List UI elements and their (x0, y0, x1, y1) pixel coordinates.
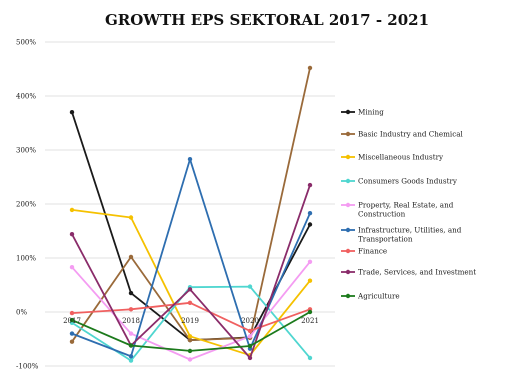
data-point (69, 310, 75, 316)
plot-area (69, 65, 313, 363)
y-tick-label: -100% (16, 363, 39, 370)
legend-item: Infrastructure, Utilities, and Transporta… (341, 226, 462, 244)
legend-item: Finance (341, 247, 387, 256)
data-point (247, 284, 253, 289)
legend-item: Consumers Goods Industry (341, 177, 458, 186)
data-point (187, 300, 193, 305)
y-tick-label: 300% (16, 147, 36, 155)
legend-marker (345, 131, 351, 137)
data-point (247, 343, 253, 349)
y-tick-label: 200% (16, 201, 36, 209)
legend-marker (345, 248, 351, 254)
legend-marker (345, 109, 351, 115)
data-point (128, 343, 134, 348)
data-point (247, 334, 253, 339)
legend-label: Consumers Goods Industry (358, 177, 458, 186)
legend: Mining Basic Industry and Chemical Miscell… (341, 108, 476, 301)
legend-item: Agriculture (341, 292, 400, 301)
data-point (128, 331, 134, 336)
data-point (247, 328, 253, 334)
data-point (187, 334, 193, 339)
data-point (69, 339, 75, 344)
legend-marker (345, 154, 351, 160)
legend-marker (345, 293, 351, 299)
data-point (69, 265, 75, 270)
x-tick-label: 2018 (122, 317, 140, 325)
x-tick-label: 2020 (241, 317, 259, 325)
data-point (69, 232, 75, 237)
data-point (187, 348, 193, 354)
data-point (69, 331, 75, 336)
legend-label: Trade, Services, and Investment (358, 268, 476, 277)
data-point (128, 290, 134, 296)
legend-label: Basic Industry and Chemical (358, 130, 464, 139)
legend-label: Property, Real Estate, and Construction (358, 201, 454, 219)
data-point (307, 182, 313, 188)
y-tick-label: 100% (16, 255, 36, 263)
y-axis-ticks: -100% 0% 100% 200% 300% 400% 500% (16, 39, 39, 370)
legend-item: Miscellaneous Industry (341, 153, 444, 162)
y-tick-label: 400% (16, 93, 36, 101)
data-point (69, 317, 75, 323)
data-point (128, 215, 134, 220)
series-1 (69, 110, 313, 343)
data-point (128, 358, 134, 363)
legend-marker (345, 227, 351, 233)
data-point (247, 355, 253, 361)
data-point (128, 307, 134, 312)
data-point (187, 337, 193, 343)
data-point (307, 259, 313, 264)
data-point (187, 157, 193, 162)
data-point (69, 110, 75, 115)
data-point (307, 222, 313, 227)
legend-label: Agriculture (357, 292, 400, 301)
data-point (69, 207, 75, 213)
legend-marker (345, 178, 351, 184)
x-tick-label: 2017 (63, 317, 81, 325)
x-tick-label: 2021 (301, 317, 319, 325)
data-point (307, 309, 313, 315)
legend-label: Infrastructure, Utilities, and Transporta… (358, 226, 462, 244)
legend-item: Property, Real Estate, and Construction (341, 201, 454, 219)
legend-marker (345, 269, 351, 275)
data-point (187, 357, 193, 362)
data-point (128, 354, 134, 359)
data-point (307, 278, 313, 283)
legend-marker (345, 202, 351, 208)
data-point (128, 254, 134, 260)
legend-label: Finance (358, 247, 387, 256)
data-point (187, 287, 193, 292)
data-point (307, 211, 313, 216)
x-axis-ticks: 2017 2018 2019 2020 2021 (63, 317, 319, 325)
chart-title: GROWTH EPS SEKTORAL 2017 - 2021 (105, 11, 429, 29)
legend-item: Trade, Services, and Investment (341, 268, 476, 277)
legend-label: Miscellaneous Industry (358, 153, 444, 162)
legend-item: Basic Industry and Chemical (341, 130, 464, 139)
x-tick-label: 2019 (181, 317, 199, 325)
legend-item: Mining (341, 108, 384, 117)
series-8 (69, 182, 313, 361)
y-tick-label: 0% (16, 309, 27, 317)
data-point (307, 65, 313, 71)
data-point (307, 355, 313, 361)
legend-label: Mining (358, 108, 384, 117)
series-9 (69, 309, 313, 354)
y-tick-label: 500% (16, 39, 36, 47)
